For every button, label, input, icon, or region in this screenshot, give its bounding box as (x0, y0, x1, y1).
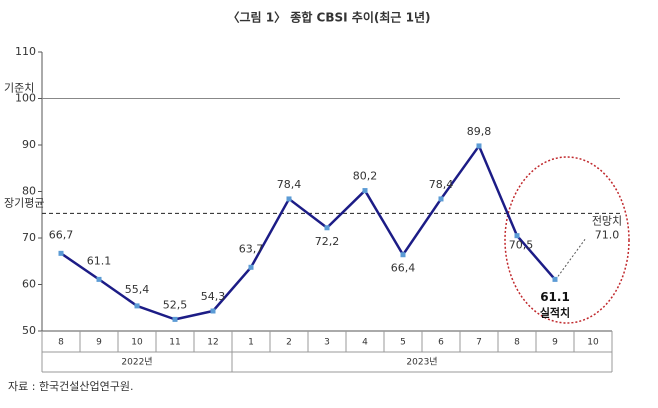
data-label: 72,2 (315, 235, 340, 248)
x-tick-label: 12 (207, 338, 218, 348)
data-label: 89,8 (467, 125, 492, 138)
x-tick-label: 3 (324, 338, 330, 348)
data-point (58, 250, 64, 256)
x-tick-label: 8 (514, 338, 520, 348)
data-label: 66,7 (49, 228, 74, 241)
year-label: 2023년 (406, 357, 437, 368)
data-line (60, 144, 556, 321)
data-point (552, 276, 558, 282)
data-label: 78,4 (429, 178, 454, 191)
x-tick-label: 9 (552, 338, 558, 348)
x-tick-label: 4 (362, 338, 368, 348)
data-label: 52,5 (163, 298, 188, 311)
x-tick-label: 1 (248, 338, 254, 348)
y-tick-label: 70 (22, 231, 36, 244)
y-tick-label: 80 (22, 185, 36, 198)
x-tick-label: 6 (438, 338, 444, 348)
actual-label: 실적치 (540, 305, 570, 319)
x-tick-label: 2 (286, 338, 292, 348)
data-label: 54,3 (201, 290, 226, 303)
data-label: 63,7 (239, 242, 264, 255)
data-label: 78,4 (277, 178, 302, 191)
data-point (210, 308, 216, 314)
data-point (438, 196, 444, 202)
data-point (172, 316, 178, 322)
y-tick-label: 110 (15, 45, 36, 58)
x-tick-label: 8 (58, 338, 64, 348)
data-point (324, 225, 330, 231)
data-point (362, 188, 368, 194)
highlight-ellipse (504, 156, 630, 324)
data-point (96, 276, 102, 282)
reference-label: 기준치 (4, 82, 34, 95)
x-tick-label: 9 (96, 338, 102, 348)
data-point (400, 252, 406, 258)
x-tick-label: 10 (587, 338, 599, 348)
x-tick-label: 7 (476, 338, 482, 348)
data-point (248, 264, 254, 270)
data-label: 80,2 (353, 170, 378, 183)
data-point (514, 233, 520, 239)
data-label: 61.1 (87, 254, 112, 267)
reference-label: 장기평균 (4, 196, 44, 209)
y-tick-label: 90 (22, 138, 36, 151)
x-tick-label: 11 (169, 338, 180, 348)
source: 자료 : 한국건설산업연구원. (8, 380, 134, 393)
data-label: 55,4 (125, 283, 150, 296)
forecast-leader (557, 239, 586, 277)
forecast-label: 전망치 (592, 214, 622, 227)
y-tick-label: 60 (22, 278, 36, 291)
y-tick-label: 50 (22, 324, 36, 337)
data-label: 70,5 (509, 239, 534, 252)
data-point (476, 143, 482, 149)
data-label: 61.1 (540, 290, 570, 304)
data-point (134, 303, 140, 309)
data-label: 66,4 (391, 262, 416, 275)
x-tick-label: 10 (131, 338, 143, 348)
x-tick-label: 5 (400, 338, 406, 348)
forecast-value: 71.0 (595, 228, 620, 241)
data-point (286, 196, 292, 202)
chart-title: 〈그림 1〉 종합 CBSI 추이(최근 1년) (228, 10, 431, 25)
y-tick-label: 100 (15, 92, 36, 105)
year-label: 2022년 (121, 357, 152, 368)
